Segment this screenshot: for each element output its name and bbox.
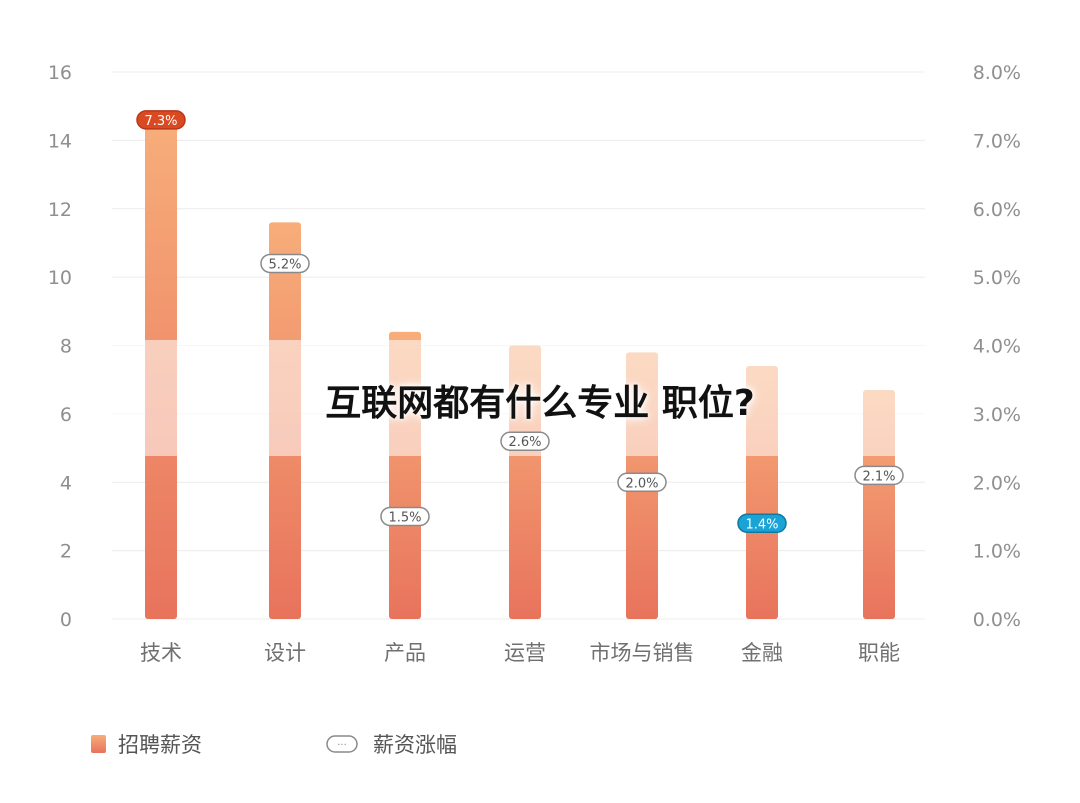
- x-category-label: 市场与销售: [590, 641, 695, 665]
- y-right-tick-label: 6.0%: [973, 199, 1021, 221]
- growth-label: 7.3%: [144, 114, 177, 129]
- y-left-tick-label: 4: [60, 472, 72, 494]
- x-category-label: 技术: [140, 641, 182, 665]
- growth-label: 1.4%: [745, 517, 778, 532]
- y-left-tick-label: 14: [48, 130, 72, 152]
- y-left-tick-label: 0: [60, 609, 72, 631]
- legend-label-salary: 招聘薪资: [118, 733, 202, 757]
- y-left-tick-label: 8: [60, 336, 72, 358]
- growth-badge: [260, 253, 310, 274]
- growth-badge: [737, 513, 787, 534]
- growth-badge: [500, 431, 550, 451]
- x-category-label: 运营: [504, 641, 546, 665]
- x-category-label: 产品: [384, 641, 426, 665]
- growth-badge: [136, 110, 186, 130]
- y-left-tick-label: 6: [60, 404, 72, 426]
- y-right-tick-label: 5.0%: [973, 267, 1021, 289]
- legend-swatch-dots: ···: [337, 740, 347, 751]
- growth-label: 2.1%: [862, 469, 895, 484]
- axes: 0 0.0% 2 1.0% 4 2.0% 6 3.0% 8 4.0% 10 5.0% 12 6.0% 14 7…: [48, 62, 1021, 665]
- x-category-label: 设计: [264, 641, 306, 665]
- growth-label: 2.6%: [508, 435, 541, 450]
- growth-badge: [380, 506, 430, 527]
- overlay-title: 互联网都有什么专业 职位?: [325, 383, 755, 424]
- growth-label: 2.0%: [625, 476, 658, 491]
- percent-labels: 7.3% 5.2% 1.5% 2.6% 2.0% 1.4% 2.1%: [136, 110, 904, 534]
- y-left-tick-label: 16: [48, 62, 72, 84]
- y-right-tick-label: 7.0%: [973, 130, 1021, 152]
- x-category-label: 金融: [741, 641, 783, 665]
- y-right-tick-label: 2.0%: [973, 472, 1021, 494]
- legend-swatch-salary: [91, 735, 106, 753]
- growth-badge: [854, 465, 904, 486]
- y-right-tick-label: 8.0%: [973, 62, 1021, 84]
- legend-swatch-growth: [326, 735, 358, 753]
- y-left-tick-label: 12: [48, 199, 72, 221]
- y-left-tick-label: 10: [48, 267, 72, 289]
- x-category-label: 职能: [858, 641, 900, 665]
- growth-badge: [617, 472, 667, 492]
- y-right-tick-label: 1.0%: [973, 541, 1021, 563]
- y-right-tick-label: 4.0%: [973, 336, 1021, 358]
- y-right-tick-label: 0.0%: [973, 609, 1021, 631]
- growth-label: 1.5%: [388, 510, 421, 525]
- growth-label: 5.2%: [268, 257, 301, 272]
- legend-label-growth: 薪资涨幅: [373, 733, 457, 757]
- y-right-tick-label: 3.0%: [973, 404, 1021, 426]
- y-left-tick-label: 2: [60, 541, 72, 563]
- legend: 招聘薪资 ··· 薪资涨幅: [91, 733, 457, 757]
